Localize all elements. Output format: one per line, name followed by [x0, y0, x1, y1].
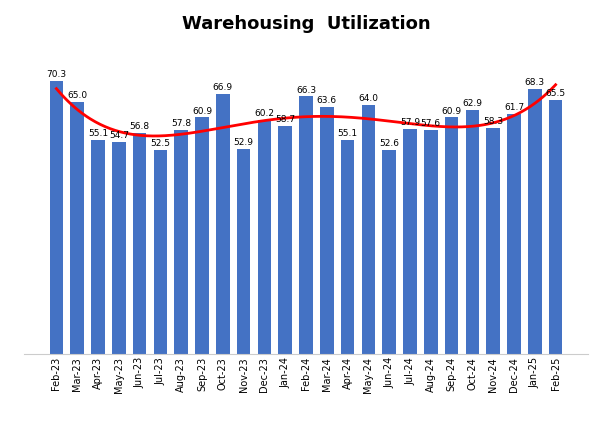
Bar — [112, 142, 125, 354]
Bar — [382, 150, 396, 354]
Bar — [175, 130, 188, 354]
Text: 57.8: 57.8 — [171, 118, 191, 127]
Text: 60.2: 60.2 — [254, 109, 274, 118]
Text: 57.9: 57.9 — [400, 118, 420, 127]
Bar — [466, 110, 479, 354]
Bar — [362, 105, 375, 354]
Text: 64.0: 64.0 — [358, 95, 379, 104]
Bar — [50, 81, 63, 354]
Text: 62.9: 62.9 — [463, 99, 482, 108]
Text: 52.5: 52.5 — [151, 139, 170, 148]
Bar — [403, 129, 417, 354]
Text: 63.6: 63.6 — [317, 96, 337, 105]
Bar — [549, 100, 562, 354]
Text: 56.8: 56.8 — [130, 122, 149, 131]
Bar — [528, 89, 542, 354]
Text: 61.7: 61.7 — [504, 103, 524, 112]
Bar — [133, 133, 146, 354]
Bar — [424, 130, 437, 354]
Text: 70.3: 70.3 — [46, 70, 67, 79]
Text: 58.3: 58.3 — [483, 117, 503, 126]
Bar — [278, 126, 292, 354]
Text: 55.1: 55.1 — [88, 129, 108, 138]
Text: 60.9: 60.9 — [442, 107, 461, 115]
Bar — [257, 120, 271, 354]
Text: 65.0: 65.0 — [67, 91, 87, 100]
Text: 52.6: 52.6 — [379, 139, 399, 148]
Text: 52.9: 52.9 — [233, 138, 254, 146]
Bar — [320, 107, 334, 354]
Bar — [341, 140, 355, 354]
Text: 57.6: 57.6 — [421, 119, 441, 128]
Text: 66.3: 66.3 — [296, 86, 316, 95]
Text: 68.3: 68.3 — [525, 78, 545, 87]
Bar — [154, 150, 167, 354]
Bar — [445, 118, 458, 354]
Title: Warehousing  Utilization: Warehousing Utilization — [182, 15, 430, 33]
Bar — [216, 94, 230, 354]
Text: 55.1: 55.1 — [338, 129, 358, 138]
Bar — [70, 102, 84, 354]
Bar — [195, 118, 209, 354]
Bar — [237, 149, 250, 354]
Bar — [299, 96, 313, 354]
Text: 54.7: 54.7 — [109, 130, 129, 140]
Text: 65.5: 65.5 — [545, 89, 566, 98]
Bar — [487, 127, 500, 354]
Text: 66.9: 66.9 — [213, 83, 233, 92]
Text: 58.7: 58.7 — [275, 115, 295, 124]
Bar — [91, 140, 105, 354]
Text: 60.9: 60.9 — [192, 107, 212, 115]
Bar — [507, 114, 521, 354]
